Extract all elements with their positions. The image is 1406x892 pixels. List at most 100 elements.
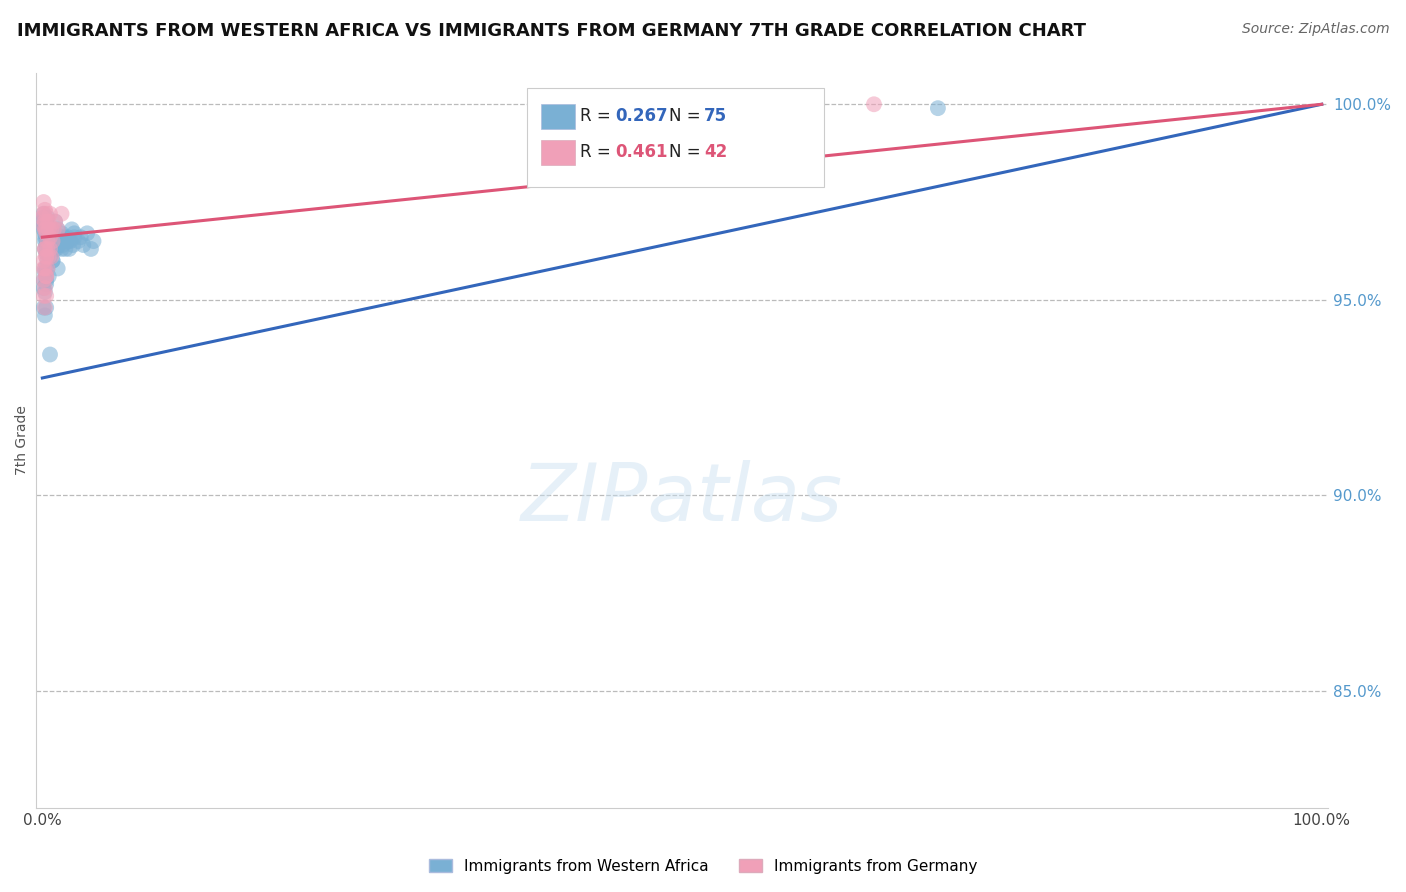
Point: [39, 242, 62, 256]
Point: [32, 273, 55, 287]
Point: [32, 207, 55, 221]
Point: [42, 230, 65, 244]
Point: [39, 250, 62, 264]
Point: [38, 250, 60, 264]
Point: [32, 261, 55, 276]
Point: [46, 234, 69, 248]
Point: [42, 238, 65, 252]
Point: [34, 234, 56, 248]
Text: N =: N =: [669, 143, 706, 161]
Point: [34, 242, 56, 256]
Point: [41, 253, 63, 268]
Point: [39, 250, 62, 264]
Point: [37, 253, 59, 268]
Point: [59, 234, 82, 248]
Point: [35, 277, 58, 292]
FancyBboxPatch shape: [527, 87, 824, 187]
Point: [35, 301, 58, 315]
Point: [38, 238, 60, 252]
Point: [38, 269, 60, 284]
Point: [34, 242, 56, 256]
Point: [37, 211, 59, 225]
Point: [34, 281, 56, 295]
Point: [46, 222, 69, 236]
Point: [37, 219, 59, 233]
Point: [34, 261, 56, 276]
Point: [51, 207, 73, 221]
Text: N =: N =: [669, 107, 706, 125]
Point: [38, 222, 60, 236]
Legend: Immigrants from Western Africa, Immigrants from Germany: Immigrants from Western Africa, Immigran…: [422, 853, 984, 880]
Point: [34, 222, 56, 236]
Point: [41, 253, 63, 268]
Point: [38, 214, 60, 228]
Point: [863, 97, 886, 112]
Point: [49, 230, 72, 244]
Point: [32, 281, 55, 295]
Point: [39, 227, 62, 241]
Point: [35, 269, 58, 284]
Point: [76, 227, 98, 241]
Point: [32, 219, 55, 233]
Point: [37, 230, 59, 244]
Point: [44, 214, 66, 228]
Point: [34, 309, 56, 323]
Point: [44, 242, 66, 256]
Point: [32, 219, 55, 233]
Point: [35, 273, 58, 287]
Text: 42: 42: [704, 143, 727, 161]
Point: [35, 214, 58, 228]
Point: [34, 227, 56, 241]
Point: [31, 214, 53, 228]
Point: [39, 207, 62, 221]
Point: [42, 222, 65, 236]
Point: [38, 245, 60, 260]
FancyBboxPatch shape: [541, 103, 575, 128]
Point: [34, 242, 56, 256]
Point: [56, 230, 79, 244]
Point: [37, 234, 59, 248]
Point: [56, 234, 79, 248]
Point: [38, 230, 60, 244]
Point: [34, 222, 56, 236]
Point: [41, 234, 63, 248]
Point: [31, 211, 53, 225]
Text: 0.461: 0.461: [614, 143, 668, 161]
Point: [32, 273, 55, 287]
Point: [39, 242, 62, 256]
Text: 75: 75: [704, 107, 727, 125]
Point: [35, 238, 58, 252]
Text: R =: R =: [579, 107, 616, 125]
Point: [32, 194, 55, 209]
Point: [34, 301, 56, 315]
Point: [35, 227, 58, 241]
Point: [32, 211, 55, 225]
Point: [35, 250, 58, 264]
Point: [72, 238, 94, 252]
FancyBboxPatch shape: [541, 140, 575, 165]
Point: [41, 242, 63, 256]
Point: [37, 214, 59, 228]
Point: [35, 222, 58, 236]
Point: [39, 347, 62, 361]
Point: [63, 227, 86, 241]
Point: [34, 285, 56, 299]
Point: [60, 222, 83, 236]
Point: [35, 230, 58, 244]
Text: IMMIGRANTS FROM WESTERN AFRICA VS IMMIGRANTS FROM GERMANY 7TH GRADE CORRELATION : IMMIGRANTS FROM WESTERN AFRICA VS IMMIGR…: [17, 22, 1085, 40]
Point: [53, 230, 76, 244]
Point: [58, 242, 80, 256]
Point: [927, 101, 949, 115]
Point: [83, 234, 105, 248]
Point: [37, 242, 59, 256]
Point: [44, 214, 66, 228]
Point: [32, 222, 55, 236]
Point: [34, 202, 56, 217]
Point: [44, 227, 66, 241]
Point: [55, 234, 77, 248]
Point: [63, 230, 86, 244]
Point: [35, 269, 58, 284]
Point: [35, 250, 58, 264]
Point: [32, 207, 55, 221]
Point: [35, 269, 58, 284]
